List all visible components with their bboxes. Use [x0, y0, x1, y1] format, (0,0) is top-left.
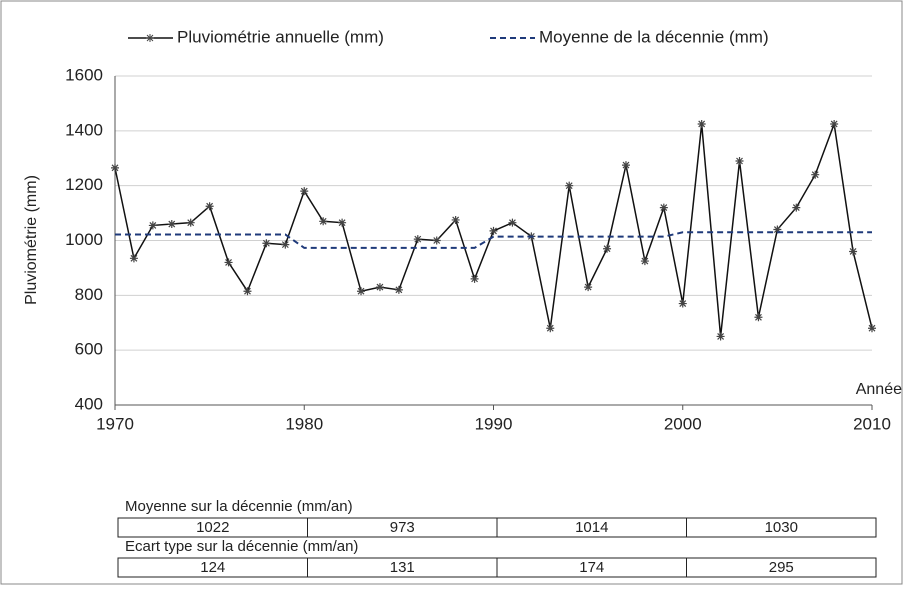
table-value: 131	[390, 559, 415, 576]
y-tick-label: 1600	[65, 65, 103, 84]
point-marker	[148, 221, 157, 230]
point-marker	[205, 202, 214, 211]
point-marker	[300, 187, 309, 196]
x-tick-label: 2000	[664, 414, 702, 433]
point-marker	[451, 215, 460, 224]
point-marker	[659, 203, 668, 212]
point-marker	[868, 324, 876, 333]
legend-label: Pluviométrie annuelle (mm)	[177, 27, 384, 46]
point-marker	[546, 324, 555, 333]
point-marker	[489, 226, 498, 235]
x-tick-label: 1980	[285, 414, 323, 433]
point-marker	[394, 285, 403, 294]
table-value: 1014	[575, 519, 608, 536]
point-marker	[432, 236, 441, 245]
point-marker	[413, 235, 422, 244]
table-row-title: Moyenne sur la décennie (mm/an)	[125, 498, 353, 515]
point-marker	[735, 156, 744, 165]
table-value: 295	[769, 559, 794, 576]
point-marker	[621, 161, 630, 170]
point-marker	[186, 218, 195, 227]
point-marker	[640, 257, 649, 266]
table-value: 1030	[765, 519, 798, 536]
point-marker	[508, 218, 517, 227]
series-line	[115, 231, 872, 249]
point-marker	[754, 313, 763, 322]
point-marker	[167, 220, 176, 229]
y-tick-label: 1000	[65, 230, 103, 249]
point-marker	[357, 287, 366, 296]
table-value: 1022	[196, 519, 229, 536]
legend-label: Moyenne de la décennie (mm)	[539, 27, 769, 46]
y-axis-label: Pluviométrie (mm)	[23, 175, 40, 305]
point-marker	[849, 247, 858, 256]
y-tick-label: 800	[75, 285, 103, 304]
point-marker	[773, 225, 782, 234]
legend-marker	[146, 34, 154, 42]
x-tick-label: 1990	[475, 414, 513, 433]
table-row-title: Ecart type sur la décennie (mm/an)	[125, 538, 358, 555]
point-marker	[281, 240, 290, 249]
table-value: 124	[200, 559, 225, 576]
point-marker	[697, 119, 706, 128]
point-marker	[584, 283, 593, 292]
table-cell	[686, 517, 877, 538]
point-marker	[811, 170, 820, 179]
y-tick-label: 1200	[65, 175, 103, 194]
point-marker	[375, 283, 384, 292]
point-marker	[565, 181, 574, 190]
y-tick-label: 400	[75, 394, 103, 413]
point-marker	[470, 274, 479, 283]
point-marker	[319, 217, 328, 226]
table-value: 973	[390, 519, 415, 536]
point-marker	[830, 119, 839, 128]
point-marker	[262, 239, 271, 248]
point-marker	[129, 254, 138, 263]
table-value: 174	[579, 559, 604, 576]
point-marker	[603, 244, 612, 253]
point-marker	[338, 218, 347, 227]
x-tick-label: 2010	[853, 414, 891, 433]
point-marker	[243, 287, 252, 296]
x-axis-label: Année	[856, 381, 902, 398]
y-tick-label: 600	[75, 340, 103, 359]
table-cell	[686, 557, 877, 578]
point-marker	[224, 258, 233, 267]
point-marker	[792, 203, 801, 212]
point-marker	[111, 163, 119, 172]
y-tick-label: 1400	[65, 120, 103, 139]
x-tick-label: 1970	[96, 414, 134, 433]
point-marker	[716, 332, 725, 341]
point-marker	[678, 299, 687, 308]
